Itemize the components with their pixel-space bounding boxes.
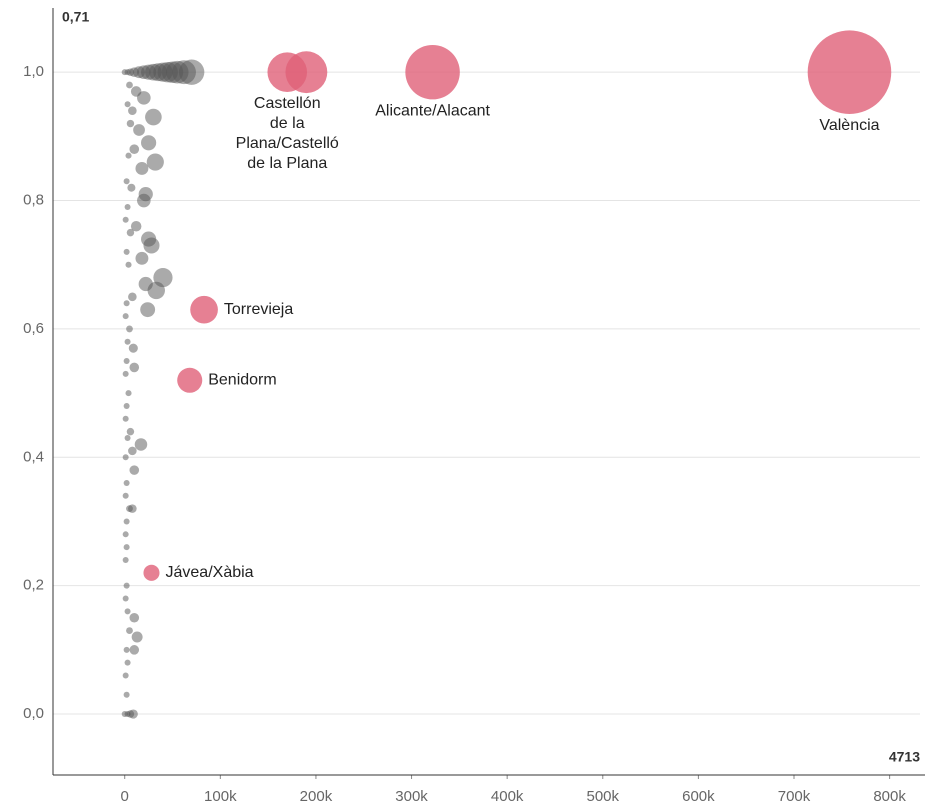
- point: [131, 631, 143, 643]
- point: [146, 153, 164, 171]
- point: [141, 135, 157, 151]
- point: [128, 709, 138, 719]
- point: [126, 81, 133, 89]
- point: [126, 325, 133, 333]
- point: [126, 627, 133, 634]
- point: [122, 216, 129, 223]
- point: [129, 144, 140, 155]
- point: [129, 465, 140, 475]
- point: [122, 313, 129, 320]
- x-tick-label: 400k: [491, 788, 524, 805]
- point: [122, 672, 129, 679]
- point: [128, 504, 137, 513]
- point-label: de la: [270, 115, 305, 132]
- point-label: Plana/Castelló: [236, 135, 339, 152]
- x-tick-label: 700k: [778, 788, 811, 805]
- point-label: Torrevieja: [224, 301, 293, 318]
- point: [128, 446, 137, 456]
- point: [123, 300, 130, 307]
- point: [143, 564, 160, 581]
- point-label: Benidorm: [208, 371, 276, 388]
- point: [147, 281, 165, 300]
- point: [190, 295, 218, 324]
- point: [124, 101, 131, 108]
- point: [405, 44, 460, 100]
- point: [125, 152, 132, 159]
- annotation: 0,71: [62, 9, 89, 25]
- y-tick-label: 0,2: [23, 577, 44, 594]
- point: [128, 292, 137, 302]
- point: [140, 302, 156, 318]
- point: [135, 162, 149, 175]
- x-tick-label: 100k: [204, 788, 237, 805]
- point: [129, 645, 140, 655]
- x-tick-label: 0: [121, 788, 129, 805]
- point: [122, 454, 129, 461]
- point: [125, 261, 132, 268]
- point: [137, 193, 151, 208]
- x-tick-label: 500k: [587, 788, 620, 805]
- point: [134, 438, 148, 451]
- y-tick-label: 0,8: [23, 192, 44, 209]
- x-tick-label: 600k: [682, 788, 715, 805]
- point-label: Alicante/Alacant: [375, 103, 490, 120]
- point: [123, 178, 130, 185]
- point: [123, 691, 130, 698]
- point: [122, 595, 129, 602]
- point: [133, 124, 145, 136]
- point: [124, 435, 131, 442]
- y-tick-label: 0,6: [23, 320, 44, 337]
- point: [125, 390, 132, 397]
- point: [145, 108, 162, 126]
- point-label: València: [819, 117, 879, 134]
- point-label: de la Plana: [247, 155, 327, 172]
- point: [126, 119, 135, 128]
- point: [127, 183, 136, 192]
- point: [123, 646, 130, 653]
- point: [143, 237, 160, 254]
- point: [126, 228, 135, 237]
- point: [128, 106, 137, 115]
- point: [122, 556, 129, 563]
- point: [135, 251, 149, 265]
- point: [123, 358, 130, 365]
- point: [122, 370, 129, 377]
- point: [124, 659, 131, 666]
- point: [123, 402, 130, 409]
- point: [123, 518, 130, 525]
- point-label: Castellón: [254, 95, 321, 112]
- point: [122, 531, 129, 538]
- point: [129, 362, 140, 373]
- point: [122, 492, 129, 499]
- point: [123, 248, 130, 255]
- point: [124, 203, 131, 210]
- point: [130, 220, 142, 232]
- x-tick-label: 300k: [395, 788, 428, 805]
- point: [126, 427, 135, 436]
- point: [178, 59, 205, 85]
- point: [807, 30, 892, 114]
- x-tick-label: 800k: [873, 788, 906, 805]
- point: [123, 582, 130, 589]
- annotation: 4713: [889, 749, 920, 765]
- y-tick-label: 1,0: [23, 63, 44, 80]
- point-label: Jávea/Xàbia: [166, 564, 254, 581]
- point: [124, 338, 131, 345]
- point: [129, 612, 140, 623]
- y-tick-label: 0,0: [23, 705, 44, 722]
- point: [124, 608, 131, 615]
- point: [123, 544, 130, 551]
- point: [137, 91, 151, 105]
- y-tick-label: 0,4: [23, 448, 44, 465]
- point: [122, 415, 129, 422]
- point: [128, 343, 138, 353]
- point: [123, 479, 130, 486]
- x-tick-label: 200k: [300, 788, 333, 805]
- point: [177, 367, 203, 393]
- point: [285, 51, 328, 94]
